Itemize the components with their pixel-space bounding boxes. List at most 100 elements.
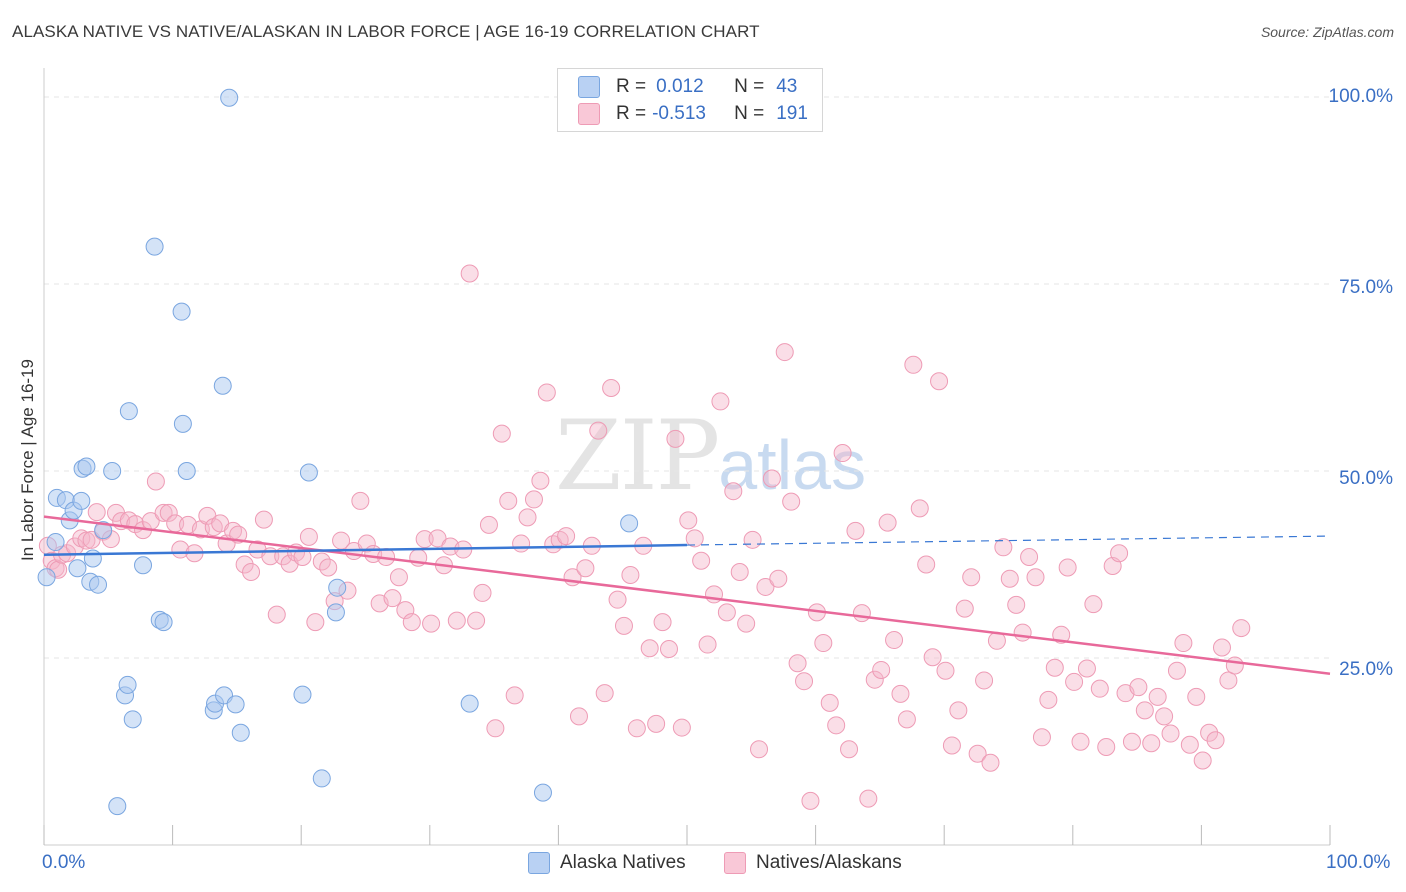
point-natives-alaskans — [666, 429, 685, 448]
point-natives-alaskans — [1167, 661, 1186, 680]
point-natives-alaskans — [917, 555, 936, 574]
bottom-legend-natives-alaskans: Natives/Alaskans — [724, 852, 902, 874]
point-natives-alaskans — [1045, 658, 1064, 677]
point-natives-alaskans — [711, 392, 730, 411]
x-tick-label-min: 0.0% — [42, 852, 86, 873]
watermark: ZIPatlas — [555, 400, 867, 512]
point-natives-alaskans — [782, 492, 801, 511]
point-natives-alaskans — [1052, 625, 1071, 644]
point-natives-alaskans — [621, 565, 640, 584]
point-natives-alaskans — [756, 577, 775, 596]
point-natives-alaskans — [1071, 732, 1090, 751]
point-natives-alaskans — [801, 791, 820, 810]
source-credit: Source: ZipAtlas.com — [1260, 24, 1394, 40]
point-natives-alaskans — [923, 648, 942, 667]
point-natives-alaskans — [949, 701, 968, 720]
stats-legend: R = 0.012 N = 43 R = -0.513 N = 191 — [557, 68, 823, 132]
point-natives-alaskans — [930, 372, 949, 391]
point-natives-alaskans — [955, 599, 974, 618]
point-natives-alaskans — [1161, 724, 1180, 743]
point-natives-alaskans — [531, 471, 550, 490]
point-natives-alaskans — [595, 684, 614, 703]
point-natives-alaskans — [267, 605, 286, 624]
point-natives-alaskans — [87, 503, 106, 522]
point-natives-alaskans — [846, 521, 865, 540]
point-natives-alaskans — [473, 583, 492, 602]
point-natives-alaskans — [396, 601, 415, 620]
point-natives-alaskans — [159, 503, 178, 522]
point-natives-alaskans — [968, 744, 987, 763]
legend-n-value: 43 — [776, 76, 798, 97]
point-natives-alaskans — [1129, 678, 1148, 697]
point-natives-alaskans — [743, 530, 762, 549]
point-natives-alaskans — [1020, 548, 1039, 567]
point-natives-alaskans — [235, 555, 254, 574]
x-tick-label-max: 100.0% — [1326, 852, 1391, 873]
legend-label: Alaska Natives — [560, 852, 686, 873]
point-natives-alaskans — [647, 714, 666, 733]
point-natives-alaskans — [1232, 619, 1251, 638]
point-alaska-natives — [145, 237, 164, 256]
legend-n-label: N = — [734, 76, 765, 97]
point-natives-alaskans — [242, 562, 261, 581]
y-axis-label: In Labor Force | Age 16-19 — [18, 359, 37, 561]
point-natives-alaskans — [936, 661, 955, 680]
point-alaska-natives — [103, 462, 122, 480]
point-natives-alaskans — [544, 535, 563, 554]
point-natives-alaskans — [975, 671, 994, 690]
point-natives-alaskans — [1000, 569, 1019, 588]
point-natives-alaskans — [653, 613, 672, 632]
point-natives-alaskans — [518, 508, 537, 527]
point-natives-alaskans — [994, 538, 1013, 557]
legend-n-label: N = — [734, 103, 765, 124]
legend-r-value: 0.012 — [656, 76, 704, 97]
point-natives-alaskans — [299, 527, 318, 546]
point-natives-alaskans — [698, 635, 717, 654]
point-natives-alaskans — [1084, 595, 1103, 614]
point-natives-alaskans — [524, 490, 543, 509]
point-alaska-natives — [77, 457, 96, 476]
trendline-natives-alaskans — [43, 515, 1331, 675]
point-alaska-natives — [46, 533, 65, 552]
point-natives-alaskans — [659, 640, 678, 659]
point-natives-alaskans — [750, 740, 769, 759]
point-natives-alaskans — [557, 527, 576, 546]
legend-swatch-blue — [528, 852, 550, 874]
point-natives-alaskans — [319, 558, 338, 577]
point-alaska-natives — [72, 491, 91, 510]
point-natives-alaskans — [415, 530, 434, 549]
legend-n-value: 191 — [776, 103, 808, 124]
point-alaska-natives — [220, 88, 239, 107]
point-natives-alaskans — [1200, 723, 1219, 742]
point-natives-alaskans — [1206, 731, 1225, 750]
point-natives-alaskans — [402, 613, 421, 632]
point-alaska-natives — [154, 613, 173, 632]
point-natives-alaskans — [1193, 751, 1212, 770]
point-natives-alaskans — [685, 529, 704, 548]
point-natives-alaskans — [589, 421, 608, 440]
point-alaska-natives — [134, 556, 153, 575]
point-alaska-natives — [119, 402, 138, 421]
point-natives-alaskans — [627, 719, 646, 738]
point-natives-alaskans — [1225, 656, 1244, 675]
point-natives-alaskans — [1077, 659, 1096, 678]
point-natives-alaskans — [1039, 690, 1058, 709]
point-natives-alaskans — [1187, 687, 1206, 706]
point-natives-alaskans — [827, 716, 846, 735]
legend-swatch-blue — [578, 76, 600, 98]
point-natives-alaskans — [608, 590, 627, 609]
point-natives-alaskans — [1155, 707, 1174, 726]
point-natives-alaskans — [499, 491, 518, 510]
point-alaska-natives — [328, 578, 347, 597]
bottom-legend-alaska-natives: Alaska Natives — [528, 852, 686, 874]
point-natives-alaskans — [389, 568, 408, 587]
point-natives-alaskans — [1142, 734, 1161, 753]
point-natives-alaskans — [1058, 558, 1077, 577]
point-natives-alaskans — [447, 611, 466, 630]
point-natives-alaskans — [1007, 595, 1026, 614]
trendline-alaska-natives — [43, 543, 688, 557]
point-natives-alaskans — [614, 616, 633, 635]
point-alaska-natives — [89, 575, 108, 594]
point-alaska-natives — [312, 769, 331, 788]
